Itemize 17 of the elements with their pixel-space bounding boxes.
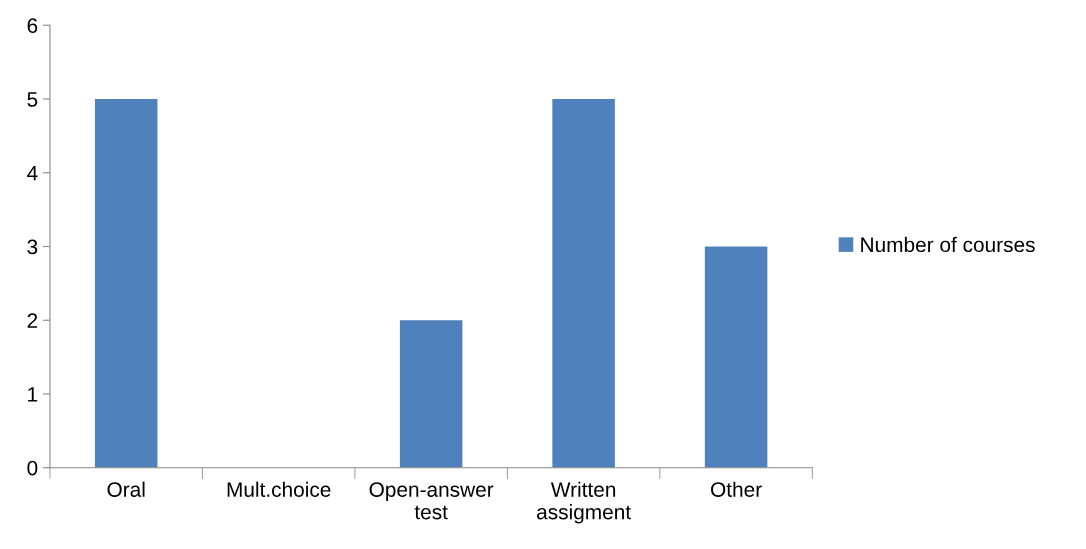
y-tick-label: 0	[27, 460, 38, 476]
x-tick-label: Oral	[107, 481, 145, 497]
x-tick-label: Mult.choice	[227, 481, 331, 497]
bar	[552, 99, 615, 468]
y-tick-label: 2	[27, 313, 38, 328]
x-tick-label: Open-answer test	[369, 482, 494, 520]
legend-label: Number of courses	[861, 236, 1035, 253]
y-tick-label: 5	[27, 92, 38, 107]
y-tick-label: 4	[27, 165, 38, 181]
bar	[704, 246, 768, 468]
y-tick-label: 6	[27, 18, 38, 34]
y-tick-label: 3	[27, 239, 38, 255]
bar	[399, 320, 463, 468]
bar	[94, 99, 158, 468]
x-tick-label: Written assigment	[537, 481, 631, 524]
x-tick-label: Other	[711, 481, 762, 497]
y-tick-label: 1	[28, 387, 38, 402]
